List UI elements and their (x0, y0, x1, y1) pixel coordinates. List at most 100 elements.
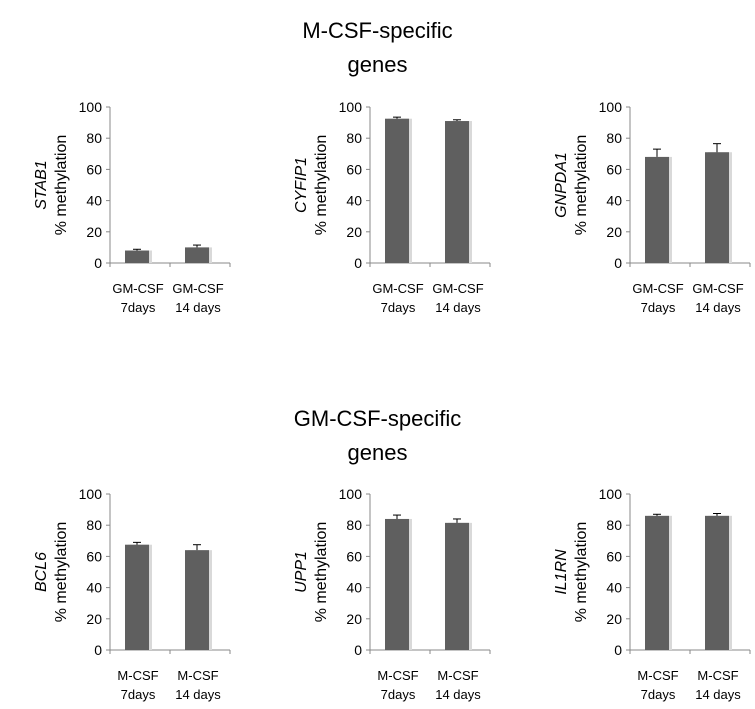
section-title-line1: GM-CSF-specific (293, 406, 462, 431)
y-tick-label: 60 (86, 548, 102, 564)
y-tick-label: 40 (86, 580, 102, 596)
section-title-line1: M-CSF-specific (302, 18, 453, 43)
gene-name: IL1RN (553, 549, 570, 595)
y-label-text: % methylation (53, 522, 70, 623)
bar (125, 250, 149, 263)
x-tick-label: 7days (641, 687, 676, 702)
y-tick-label: 100 (339, 99, 363, 115)
y-label-text: % methylation (573, 135, 590, 236)
section-title-line2: genes (347, 52, 408, 77)
bar (705, 152, 729, 263)
y-tick-label: 100 (79, 486, 103, 502)
y-tick-label: 20 (606, 611, 622, 627)
y-label-text: % methylation (313, 135, 330, 236)
bar (705, 515, 729, 650)
y-tick-label: 80 (346, 130, 362, 146)
x-tick-label: M-CSF (437, 668, 478, 683)
y-label-text: % methylation (313, 522, 330, 623)
y-tick-label: 100 (339, 486, 363, 502)
x-tick-label: 14 days (175, 300, 221, 315)
bar (445, 522, 469, 650)
y-tick-label: 60 (86, 161, 102, 177)
x-tick-label: GM-CSF (112, 281, 163, 296)
y-tick-label: 20 (86, 224, 102, 240)
y-tick-label: 0 (614, 642, 622, 658)
y-tick-label: 20 (346, 224, 362, 240)
x-tick-label: GM-CSF (172, 281, 223, 296)
y-tick-label: 20 (86, 611, 102, 627)
x-tick-label: M-CSF (177, 668, 218, 683)
bar (185, 550, 209, 650)
x-tick-label: 7days (121, 300, 156, 315)
y-axis-label: IL1RN% methylation (553, 522, 590, 623)
section-title-gmcsf: GM-CSF-specific genes (0, 402, 755, 470)
bar (185, 247, 209, 263)
y-tick-label: 20 (346, 611, 362, 627)
y-tick-label: 0 (94, 642, 102, 658)
y-axis-label: CYFIP1% methylation (293, 135, 330, 236)
bar (125, 544, 149, 650)
y-axis-label: BCL6% methylation (33, 522, 70, 623)
y-tick-label: 40 (346, 193, 362, 209)
y-tick-label: 20 (606, 224, 622, 240)
chart-panel-upp1: 0 20 40 60 80 100 M-CSF 7days M-CSF 14 days UPP1% … (293, 486, 491, 702)
x-tick-label: 14 days (435, 687, 481, 702)
y-axis-label: GNPDA1% methylation (553, 135, 590, 236)
y-axis-label: STAB1% methylation (33, 135, 70, 236)
x-tick-label: M-CSF (117, 668, 158, 683)
x-tick-label: GM-CSF (692, 281, 743, 296)
section-title-mcsf: M-CSF-specific genes (0, 14, 755, 82)
y-tick-label: 0 (354, 255, 362, 271)
y-tick-label: 40 (606, 580, 622, 596)
x-tick-label: M-CSF (697, 668, 738, 683)
y-tick-label: 0 (94, 255, 102, 271)
x-tick-label: 7days (641, 300, 676, 315)
y-tick-label: 60 (346, 548, 362, 564)
y-tick-label: 100 (599, 99, 623, 115)
x-tick-label: M-CSF (637, 668, 678, 683)
bar (445, 121, 469, 263)
y-tick-label: 60 (606, 548, 622, 564)
y-tick-label: 100 (599, 486, 623, 502)
y-tick-label: 80 (86, 130, 102, 146)
x-tick-label: GM-CSF (432, 281, 483, 296)
x-tick-label: 7days (381, 300, 416, 315)
bar (645, 515, 669, 650)
y-tick-label: 40 (606, 193, 622, 209)
gene-name: CYFIP1 (293, 157, 310, 213)
y-tick-label: 40 (346, 580, 362, 596)
x-tick-label: GM-CSF (372, 281, 423, 296)
y-label-text: % methylation (53, 135, 70, 236)
gene-name: GNPDA1 (553, 152, 570, 218)
y-tick-label: 0 (614, 255, 622, 271)
chart-panel-cyfip1: 0 20 40 60 80 100 GM-CSF 7days GM-CSF 14 days CYFI… (293, 99, 491, 315)
y-label-text: % methylation (573, 522, 590, 623)
y-tick-label: 80 (346, 517, 362, 533)
y-tick-label: 60 (606, 161, 622, 177)
gene-name: BCL6 (33, 552, 50, 592)
y-tick-label: 100 (79, 99, 103, 115)
y-tick-label: 80 (606, 130, 622, 146)
x-tick-label: M-CSF (377, 668, 418, 683)
x-tick-label: 7days (121, 687, 156, 702)
y-tick-label: 40 (86, 193, 102, 209)
chart-panel-stab1: 0 20 40 60 80 100 GM-CSF 7days GM-CSF 14 days STAB… (33, 99, 231, 315)
x-tick-label: 14 days (695, 687, 741, 702)
bar (385, 518, 409, 650)
gene-name: UPP1 (293, 551, 310, 593)
chart-panel-il1rn: 0 20 40 60 80 100 M-CSF 7days M-CSF 14 days IL1RN%… (553, 486, 751, 702)
chart-panel-bcl6: 0 20 40 60 80 100 M-CSF 7days M-CSF 14 days BCL6% … (33, 486, 231, 702)
x-tick-label: 14 days (435, 300, 481, 315)
section-title-line2: genes (347, 440, 408, 465)
x-tick-label: 7days (381, 687, 416, 702)
x-tick-label: GM-CSF (632, 281, 683, 296)
y-tick-label: 0 (354, 642, 362, 658)
gene-name: STAB1 (33, 160, 50, 210)
x-tick-label: 14 days (695, 300, 741, 315)
y-tick-label: 80 (606, 517, 622, 533)
y-tick-label: 80 (86, 517, 102, 533)
x-tick-label: 14 days (175, 687, 221, 702)
y-axis-label: UPP1% methylation (293, 522, 330, 623)
bar (645, 156, 669, 263)
